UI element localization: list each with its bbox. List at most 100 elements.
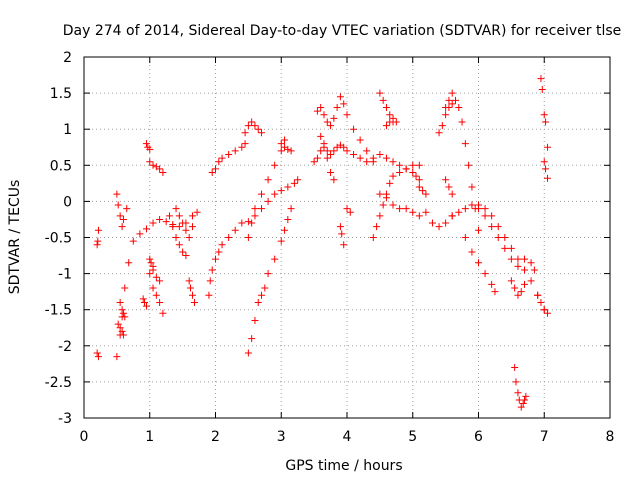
data-point	[327, 122, 335, 130]
series-s41	[540, 158, 552, 182]
data-point	[409, 208, 417, 216]
data-point	[481, 205, 489, 213]
data-point	[522, 392, 530, 400]
data-point	[281, 136, 289, 144]
data-point	[540, 306, 548, 314]
data-point	[129, 237, 137, 245]
data-point	[521, 266, 529, 274]
data-point	[114, 201, 122, 209]
data-point	[251, 205, 259, 213]
data-point	[284, 215, 292, 223]
series-s05	[114, 320, 127, 339]
data-point	[465, 161, 473, 169]
data-point	[94, 226, 102, 234]
data-point	[435, 223, 443, 231]
y-tick-label: -0.5	[45, 231, 72, 247]
data-point	[172, 205, 180, 213]
data-point	[261, 284, 269, 292]
data-point	[313, 154, 321, 162]
y-tick-label: -1	[58, 267, 72, 283]
series-s12	[149, 284, 167, 317]
data-point	[340, 100, 348, 108]
data-point	[241, 129, 249, 137]
series-s37	[475, 205, 538, 274]
y-tick-label: 2	[63, 50, 72, 66]
series-s40	[537, 75, 552, 151]
data-point	[121, 284, 129, 292]
data-point	[139, 295, 147, 303]
data-point	[93, 349, 101, 357]
data-point	[519, 400, 527, 408]
data-point	[491, 288, 499, 296]
data-point	[542, 118, 550, 126]
x-tick-label: 6	[474, 429, 483, 445]
data-point	[468, 183, 476, 191]
data-point	[448, 89, 456, 97]
data-point	[323, 118, 331, 126]
data-point	[156, 298, 164, 306]
data-point	[415, 212, 423, 220]
data-point	[294, 176, 302, 184]
data-point	[320, 111, 328, 119]
data-point	[396, 161, 404, 169]
data-point	[494, 223, 502, 231]
series-s18	[241, 118, 266, 137]
series-s08	[142, 140, 154, 153]
data-point	[544, 143, 552, 151]
data-point	[114, 320, 122, 328]
x-tick-label: 0	[80, 429, 89, 445]
data-point	[363, 158, 371, 166]
data-point	[389, 172, 397, 180]
data-point	[488, 223, 496, 231]
x-axis-label: GPS time / hours	[285, 458, 402, 474]
y-tick-label: -1.5	[45, 303, 72, 319]
data-point	[277, 187, 285, 195]
data-point	[369, 158, 377, 166]
data-point	[379, 201, 387, 209]
series-s15	[185, 277, 198, 306]
data-point	[494, 234, 502, 241]
data-point	[187, 284, 195, 292]
data-point	[336, 223, 344, 231]
data-point	[350, 125, 358, 133]
data-point	[511, 284, 519, 292]
data-point	[225, 234, 233, 241]
data-point	[521, 280, 529, 288]
data-point	[212, 165, 219, 173]
data-point	[530, 266, 538, 274]
data-point	[330, 176, 338, 184]
data-point	[175, 223, 183, 231]
x-tick-label: 1	[145, 429, 154, 445]
data-point	[468, 248, 476, 256]
data-point	[422, 208, 430, 216]
data-point	[540, 111, 548, 119]
data-point	[251, 212, 259, 220]
data-point	[501, 234, 509, 241]
data-point	[254, 125, 262, 133]
data-point	[156, 277, 164, 285]
data-point	[542, 165, 550, 173]
data-point	[481, 212, 489, 220]
x-tick-label: 5	[408, 429, 417, 445]
data-point	[511, 363, 519, 371]
data-point	[346, 208, 354, 216]
data-point	[356, 154, 364, 162]
data-point	[409, 169, 417, 177]
data-point	[162, 218, 170, 226]
data-point	[323, 147, 331, 155]
data-point	[193, 208, 201, 216]
data-point	[379, 96, 387, 104]
data-point	[340, 143, 348, 151]
data-point	[156, 215, 164, 223]
data-point	[517, 288, 525, 296]
data-point	[386, 111, 394, 119]
data-point	[258, 205, 266, 213]
series-s27	[369, 161, 423, 241]
data-point	[461, 205, 469, 213]
data-point	[475, 259, 482, 267]
data-point	[537, 298, 545, 306]
data-point	[422, 190, 430, 198]
data-point	[382, 194, 390, 202]
series-s38	[507, 277, 529, 299]
